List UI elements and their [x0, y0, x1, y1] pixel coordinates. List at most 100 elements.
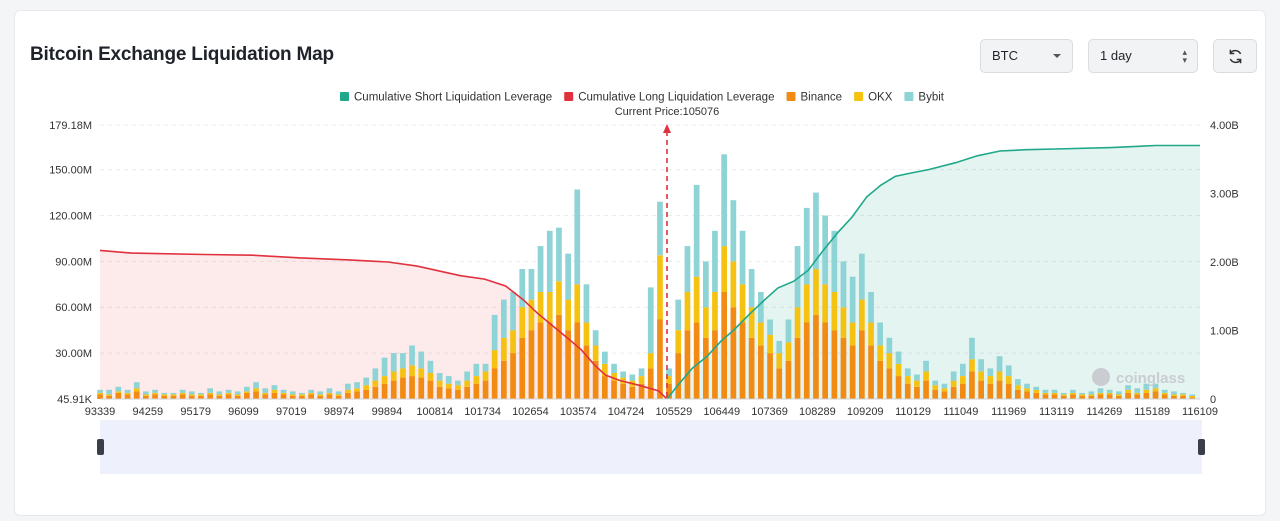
bar-bybit[interactable]: [501, 299, 507, 338]
bar-bybit[interactable]: [299, 392, 305, 395]
bar-okx[interactable]: [427, 373, 434, 381]
bar-bybit[interactable]: [244, 386, 250, 392]
bar-bybit[interactable]: [767, 319, 773, 335]
bar-okx[interactable]: [133, 388, 140, 392]
bar-bybit[interactable]: [152, 389, 158, 393]
bar-binance[interactable]: [161, 395, 168, 399]
bar-okx[interactable]: [280, 392, 287, 395]
bar-okx[interactable]: [381, 376, 388, 384]
bar-bybit[interactable]: [803, 207, 810, 285]
bar-bybit[interactable]: [602, 351, 608, 364]
bar-okx[interactable]: [262, 392, 269, 395]
bar-bybit[interactable]: [1024, 383, 1030, 389]
bar-binance[interactable]: [501, 360, 507, 399]
bar-bybit[interactable]: [473, 363, 480, 376]
bar-bybit[interactable]: [565, 253, 571, 300]
bar-binance[interactable]: [308, 394, 314, 399]
bar-binance[interactable]: [528, 330, 535, 399]
bar-bybit[interactable]: [1088, 391, 1095, 395]
bar-binance[interactable]: [510, 353, 516, 399]
bar-bybit[interactable]: [289, 391, 296, 395]
bar-bybit[interactable]: [445, 376, 452, 384]
legend-item[interactable]: Bybit: [904, 92, 945, 104]
bar-binance[interactable]: [198, 395, 204, 399]
bar-okx[interactable]: [308, 392, 314, 395]
bar-okx[interactable]: [97, 392, 103, 395]
bar-binance[interactable]: [1106, 394, 1113, 399]
bar-okx[interactable]: [1143, 389, 1150, 393]
bar-bybit[interactable]: [115, 386, 122, 392]
bar-okx[interactable]: [1180, 394, 1186, 396]
bar-bybit[interactable]: [161, 392, 168, 395]
bar-binance[interactable]: [1079, 395, 1085, 399]
bar-binance[interactable]: [932, 389, 939, 399]
bar-binance[interactable]: [776, 368, 783, 399]
bar-bybit[interactable]: [914, 374, 920, 381]
bar-bybit[interactable]: [886, 337, 893, 354]
bar-binance[interactable]: [345, 392, 351, 399]
bar-binance[interactable]: [225, 394, 232, 399]
bar-okx[interactable]: [464, 380, 470, 387]
bar-binance[interactable]: [1060, 395, 1067, 399]
bar-okx[interactable]: [372, 380, 379, 387]
bar-binance[interactable]: [262, 394, 269, 399]
bar-bybit[interactable]: [528, 269, 535, 300]
time-range-select[interactable]: 1 day ▴ ▾: [1088, 39, 1198, 73]
bar-binance[interactable]: [923, 380, 929, 399]
bar-binance[interactable]: [629, 386, 636, 399]
bar-bybit[interactable]: [941, 383, 948, 389]
bar-okx[interactable]: [739, 284, 746, 323]
bar-bybit[interactable]: [721, 154, 727, 247]
bar-bybit[interactable]: [1015, 379, 1021, 386]
bar-okx[interactable]: [326, 392, 333, 395]
bar-bybit[interactable]: [133, 382, 140, 389]
bar-okx[interactable]: [1088, 394, 1095, 396]
bar-bybit[interactable]: [583, 284, 590, 323]
bar-okx[interactable]: [1005, 376, 1012, 384]
bar-bybit[interactable]: [510, 292, 516, 331]
bar-binance[interactable]: [602, 376, 608, 399]
bar-binance[interactable]: [271, 392, 278, 399]
bar-binance[interactable]: [565, 330, 571, 399]
bar-bybit[interactable]: [345, 383, 351, 390]
bar-binance[interactable]: [1116, 395, 1122, 399]
bar-bybit[interactable]: [491, 314, 498, 351]
bar-binance[interactable]: [1033, 392, 1040, 399]
bar-okx[interactable]: [445, 383, 452, 389]
bar-binance[interactable]: [840, 337, 847, 399]
bar-bybit[interactable]: [703, 261, 709, 308]
bar-binance[interactable]: [482, 380, 489, 399]
bar-okx[interactable]: [1060, 394, 1067, 396]
bar-bybit[interactable]: [730, 200, 737, 262]
bar-okx[interactable]: [271, 389, 278, 393]
bar-okx[interactable]: [647, 353, 654, 369]
bar-bybit[interactable]: [390, 353, 397, 372]
bar-bybit[interactable]: [831, 230, 838, 292]
bar-binance[interactable]: [143, 395, 149, 399]
bar-bybit[interactable]: [849, 276, 856, 323]
bar-binance[interactable]: [115, 392, 122, 399]
bar-bybit[interactable]: [1051, 389, 1058, 393]
bar-okx[interactable]: [528, 299, 535, 331]
bar-binance[interactable]: [1097, 394, 1104, 399]
bar-binance[interactable]: [427, 380, 434, 399]
bar-bybit[interactable]: [418, 351, 425, 369]
bar-okx[interactable]: [409, 365, 415, 377]
bar-okx[interactable]: [1079, 394, 1085, 396]
bar-bybit[interactable]: [1189, 394, 1196, 396]
bar-binance[interactable]: [1180, 395, 1186, 399]
bar-binance[interactable]: [693, 322, 700, 400]
bar-okx[interactable]: [574, 284, 581, 323]
bar-binance[interactable]: [106, 395, 112, 399]
bar-binance[interactable]: [583, 345, 590, 400]
bar-bybit[interactable]: [372, 368, 379, 381]
bar-binance[interactable]: [335, 395, 342, 399]
bar-bybit[interactable]: [381, 357, 388, 377]
bar-okx[interactable]: [877, 345, 883, 361]
bar-binance[interactable]: [914, 386, 920, 399]
bar-okx[interactable]: [1161, 392, 1168, 395]
bar-bybit[interactable]: [748, 269, 755, 308]
bar-bybit[interactable]: [427, 360, 434, 373]
bar-binance[interactable]: [978, 380, 984, 399]
bar-okx[interactable]: [556, 281, 562, 315]
